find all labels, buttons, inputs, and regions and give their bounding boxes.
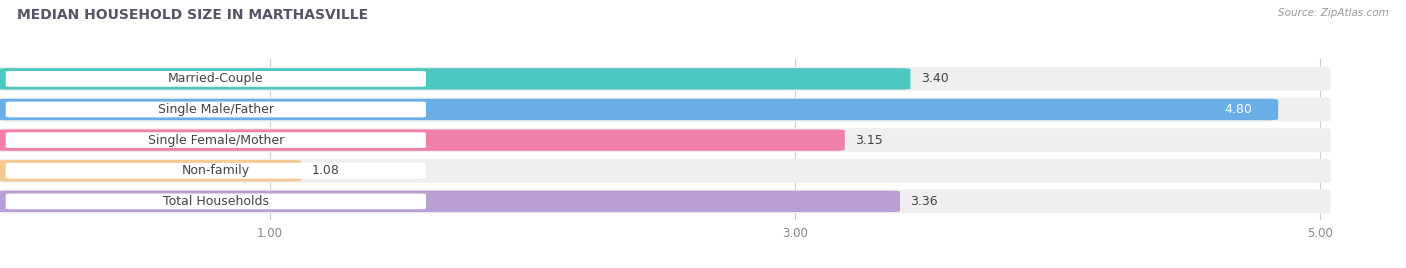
FancyBboxPatch shape: [0, 189, 1330, 213]
FancyBboxPatch shape: [6, 102, 426, 117]
Text: 3.40: 3.40: [921, 72, 949, 85]
Text: Non-family: Non-family: [181, 164, 250, 177]
Text: Single Male/Father: Single Male/Father: [157, 103, 274, 116]
FancyBboxPatch shape: [0, 160, 301, 181]
FancyBboxPatch shape: [6, 163, 426, 179]
FancyBboxPatch shape: [0, 191, 900, 212]
Text: 1.08: 1.08: [312, 164, 340, 177]
FancyBboxPatch shape: [0, 68, 911, 90]
FancyBboxPatch shape: [0, 98, 1330, 121]
FancyBboxPatch shape: [0, 99, 1278, 120]
Text: 4.80: 4.80: [1225, 103, 1251, 116]
Text: Total Households: Total Households: [163, 195, 269, 208]
Text: MEDIAN HOUSEHOLD SIZE IN MARTHASVILLE: MEDIAN HOUSEHOLD SIZE IN MARTHASVILLE: [17, 8, 368, 22]
Text: Single Female/Mother: Single Female/Mother: [148, 134, 284, 147]
FancyBboxPatch shape: [0, 159, 1330, 183]
FancyBboxPatch shape: [6, 132, 426, 148]
Text: Married-Couple: Married-Couple: [167, 72, 264, 85]
FancyBboxPatch shape: [0, 129, 845, 151]
FancyBboxPatch shape: [0, 128, 1330, 152]
Text: Source: ZipAtlas.com: Source: ZipAtlas.com: [1278, 8, 1389, 18]
FancyBboxPatch shape: [0, 67, 1330, 91]
Text: 3.36: 3.36: [911, 195, 938, 208]
FancyBboxPatch shape: [6, 193, 426, 209]
Text: 3.15: 3.15: [855, 134, 883, 147]
FancyBboxPatch shape: [6, 71, 426, 87]
